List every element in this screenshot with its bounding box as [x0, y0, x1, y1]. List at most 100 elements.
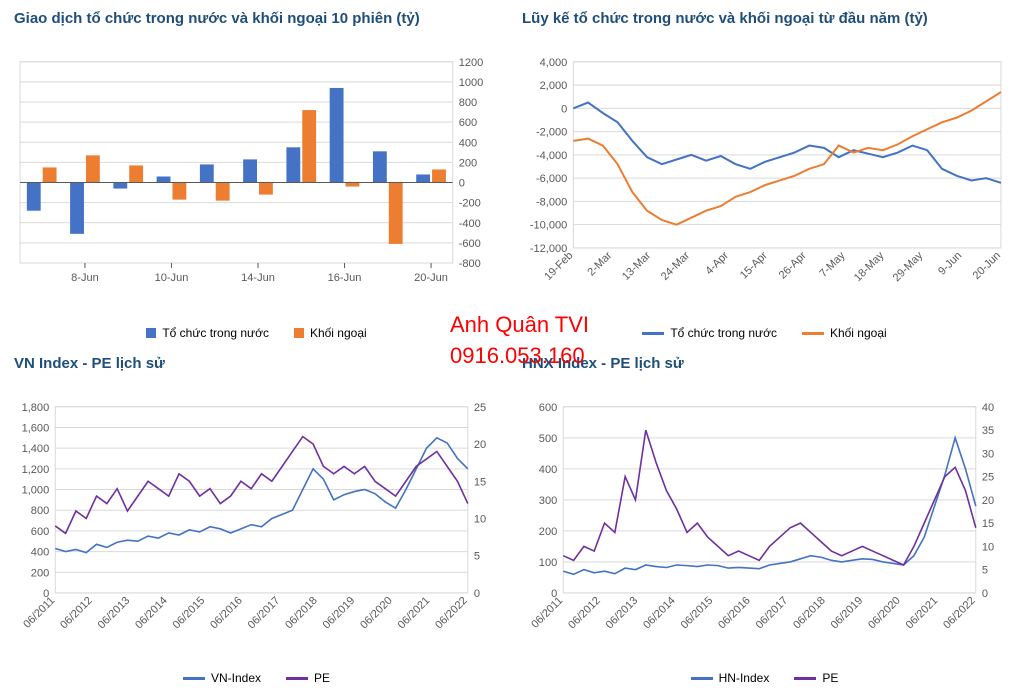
legend-swatch	[294, 328, 304, 338]
svg-text:-400: -400	[459, 218, 481, 230]
svg-text:10: 10	[982, 541, 994, 553]
svg-text:06/2011: 06/2011	[529, 595, 565, 631]
svg-text:06/2021: 06/2021	[396, 595, 433, 632]
svg-text:14-Jun: 14-Jun	[241, 272, 275, 284]
svg-text:06/2017: 06/2017	[754, 595, 791, 632]
svg-text:06/2012: 06/2012	[58, 595, 95, 632]
legend-item: PE	[794, 671, 838, 685]
legend-item: Tổ chức trong nước	[146, 326, 269, 340]
legend-swatch	[802, 332, 824, 335]
svg-text:1,400: 1,400	[22, 443, 50, 455]
svg-text:06/2022: 06/2022	[941, 595, 978, 632]
svg-text:20: 20	[982, 495, 994, 507]
svg-text:20-Jun: 20-Jun	[971, 250, 1003, 282]
svg-text:0: 0	[982, 588, 988, 600]
line-chart-svg: -12,000-10,000-8,000-6,000-4,000-2,00002…	[518, 33, 1011, 322]
chart-title: HNX Index - PE lịch sử	[522, 355, 1011, 372]
svg-text:600: 600	[539, 402, 557, 414]
chart-title: VN Index - PE lịch sử	[14, 355, 503, 372]
svg-text:25: 25	[982, 472, 994, 484]
svg-text:-800: -800	[459, 258, 481, 270]
legend-label: Khối ngoại	[830, 326, 887, 340]
svg-text:-12,000: -12,000	[530, 243, 567, 255]
svg-text:7-May: 7-May	[817, 249, 848, 280]
legend: HN-Index PE	[518, 671, 1011, 685]
svg-text:06/2016: 06/2016	[208, 595, 245, 632]
legend-swatch	[183, 677, 205, 680]
legend-label: Khối ngoại	[310, 326, 367, 340]
svg-text:35: 35	[982, 425, 994, 437]
legend-label: HN-Index	[719, 671, 770, 685]
svg-text:9-Jun: 9-Jun	[936, 250, 964, 278]
svg-text:06/2020: 06/2020	[358, 595, 395, 632]
chart-bottom-left: VN Index - PE lịch sử 02004006008001,000…	[10, 355, 503, 685]
legend-swatch	[691, 677, 713, 680]
legend-item: HN-Index	[691, 671, 770, 685]
svg-text:1,600: 1,600	[22, 423, 50, 435]
legend-label: PE	[314, 671, 330, 685]
dual-line-chart-svg: 02004006008001,0001,2001,4001,6001,80005…	[10, 378, 503, 667]
bar-chart-svg: -800-600-400-2000200400600800100012008-J…	[10, 33, 503, 322]
svg-text:06/2013: 06/2013	[604, 595, 641, 632]
svg-text:600: 600	[459, 117, 477, 129]
chart-top-left: Giao dịch tổ chức trong nước và khối ngo…	[10, 10, 503, 340]
svg-text:06/2013: 06/2013	[96, 595, 133, 632]
svg-text:-200: -200	[459, 198, 481, 210]
svg-text:200: 200	[539, 526, 557, 538]
svg-text:06/2021: 06/2021	[904, 595, 941, 632]
svg-text:2-Mar: 2-Mar	[585, 249, 614, 278]
svg-text:15: 15	[474, 476, 486, 488]
svg-text:5: 5	[982, 565, 988, 577]
svg-text:13-Mar: 13-Mar	[620, 249, 653, 282]
svg-text:400: 400	[459, 137, 477, 149]
chart-title: Lũy kế tổ chức trong nước và khối ngoại …	[522, 10, 1011, 27]
svg-text:-4,000: -4,000	[536, 150, 567, 162]
dual-line-chart-svg: 0100200300400500600051015202530354006/20…	[518, 378, 1011, 667]
svg-text:400: 400	[31, 547, 49, 559]
svg-text:1,000: 1,000	[22, 485, 50, 497]
svg-text:06/2017: 06/2017	[246, 595, 283, 632]
legend-item: Khối ngoại	[802, 326, 887, 340]
svg-text:06/2018: 06/2018	[791, 595, 828, 632]
svg-text:25: 25	[474, 402, 486, 414]
legend: VN-IndexPE	[10, 671, 503, 685]
svg-text:24-Mar: 24-Mar	[659, 249, 692, 282]
chart-top-right: Lũy kế tổ chức trong nước và khối ngoại …	[518, 10, 1011, 340]
svg-text:06/2014: 06/2014	[641, 595, 678, 632]
legend: Tổ chức trong nước Khối ngoại	[518, 326, 1011, 340]
svg-text:5: 5	[474, 551, 480, 563]
svg-text:06/2014: 06/2014	[133, 595, 170, 632]
legend-item: Tổ chức trong nước	[642, 326, 777, 340]
svg-text:600: 600	[31, 526, 49, 538]
svg-text:-2,000: -2,000	[536, 127, 567, 139]
svg-text:0: 0	[474, 588, 480, 600]
svg-text:29-May: 29-May	[891, 249, 926, 284]
svg-text:1,800: 1,800	[22, 402, 50, 414]
svg-text:15-Apr: 15-Apr	[738, 249, 770, 281]
svg-text:16-Jun: 16-Jun	[328, 272, 362, 284]
svg-text:100: 100	[539, 557, 557, 569]
svg-text:0: 0	[459, 178, 465, 190]
svg-text:4,000: 4,000	[540, 57, 568, 69]
svg-text:06/2011: 06/2011	[21, 595, 57, 631]
legend-swatch	[146, 328, 156, 338]
legend-label: Tổ chức trong nước	[162, 326, 269, 340]
svg-text:400: 400	[539, 464, 557, 476]
legend-label: PE	[822, 671, 838, 685]
svg-text:10: 10	[474, 514, 486, 526]
svg-text:06/2022: 06/2022	[433, 595, 470, 632]
svg-text:06/2015: 06/2015	[679, 595, 716, 632]
chart-bottom-right: HNX Index - PE lịch sử 01002003004005006…	[518, 355, 1011, 685]
svg-text:06/2012: 06/2012	[566, 595, 603, 632]
legend-swatch	[286, 677, 308, 680]
svg-text:26-Apr: 26-Apr	[777, 249, 809, 281]
svg-text:06/2018: 06/2018	[283, 595, 320, 632]
svg-text:-10,000: -10,000	[530, 220, 567, 232]
svg-text:06/2019: 06/2019	[829, 595, 866, 632]
svg-text:15: 15	[982, 518, 994, 530]
chart-title: Giao dịch tổ chức trong nước và khối ngo…	[14, 10, 503, 27]
legend-swatch	[794, 677, 816, 680]
svg-text:1000: 1000	[459, 77, 484, 89]
svg-text:06/2016: 06/2016	[716, 595, 753, 632]
svg-text:30: 30	[982, 448, 994, 460]
